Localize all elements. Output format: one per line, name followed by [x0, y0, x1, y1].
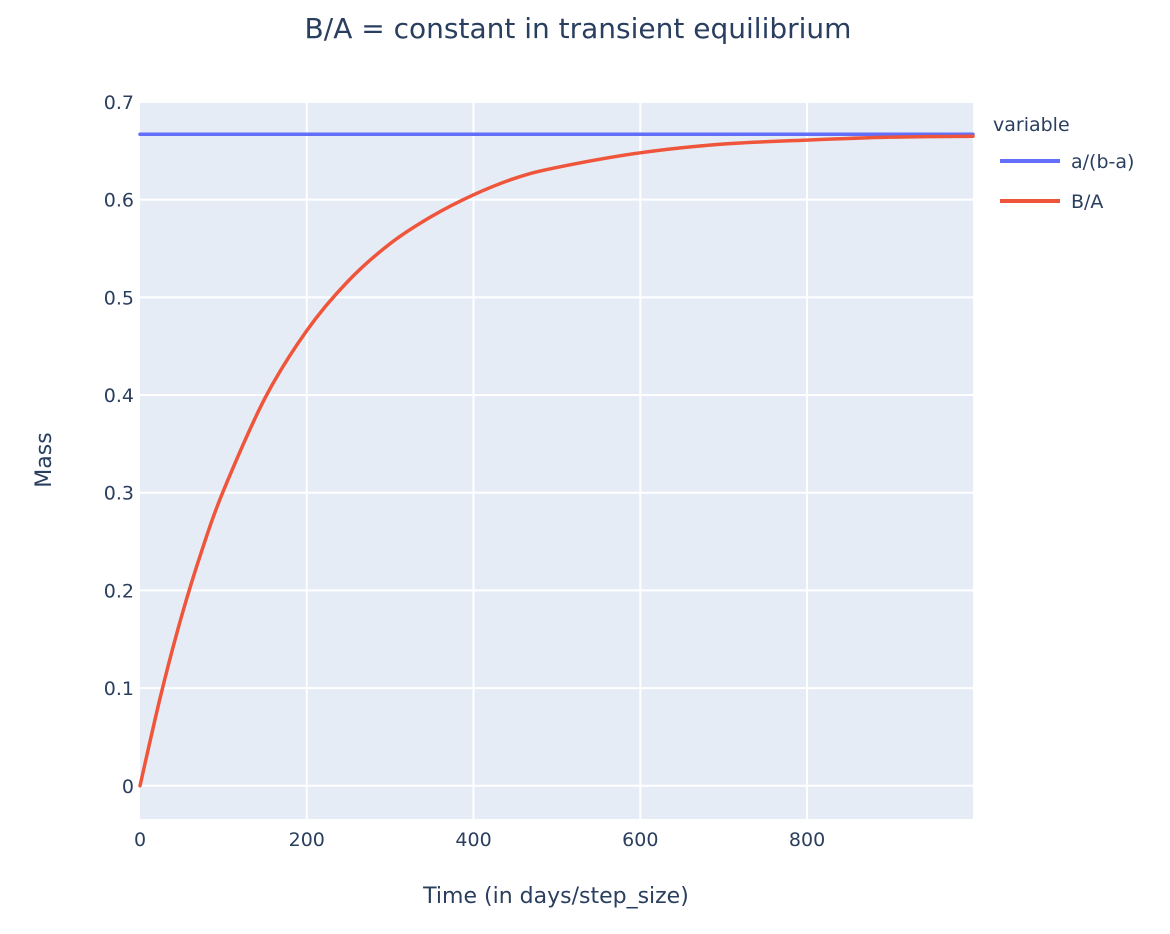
x-tick-label: 800	[789, 829, 825, 851]
series-line-b-a	[138, 134, 975, 788]
y-gridlines	[140, 101, 973, 787]
y-tick-label: 0.5	[104, 287, 134, 309]
x-tick-label: 0	[134, 829, 146, 851]
chart-title: B/A = constant in transient equilibrium	[305, 12, 852, 45]
legend-label: a/(b-a)	[1071, 151, 1134, 173]
series-layer	[138, 132, 975, 788]
x-axis-title: Time (in days/step_size)	[422, 884, 689, 909]
y-tick-label: 0.4	[104, 385, 134, 407]
x-tick-label: 400	[455, 829, 491, 851]
y-tick-label: 0.7	[104, 92, 134, 114]
y-axis-tick-labels: 0 0.1 0.2 0.3 0.4 0.5 0.6 0.7	[104, 92, 134, 798]
y-tick-label: 0.6	[104, 190, 134, 212]
y-axis-title: Mass	[32, 432, 57, 487]
legend-items: a/(b-a) B/A	[1000, 151, 1134, 213]
plot-area	[140, 102, 973, 819]
y-tick-label: 0.3	[104, 483, 134, 505]
legend-title: variable	[993, 114, 1070, 136]
x-gridlines	[305, 102, 809, 819]
y-tick-label: 0	[122, 776, 134, 798]
x-tick-label: 200	[289, 829, 325, 851]
y-tick-label: 0.1	[104, 678, 134, 700]
legend-item-b-a[interactable]: B/A	[1000, 191, 1103, 213]
legend-item-a-b-a[interactable]: a/(b-a)	[1000, 151, 1134, 173]
legend-label: B/A	[1071, 191, 1103, 213]
x-axis-tick-labels: 0 200 400 600 800	[134, 829, 825, 851]
legend: variable a/(b-a) B/A	[993, 114, 1134, 213]
x-tick-label: 600	[622, 829, 658, 851]
y-tick-label: 0.2	[104, 580, 134, 602]
